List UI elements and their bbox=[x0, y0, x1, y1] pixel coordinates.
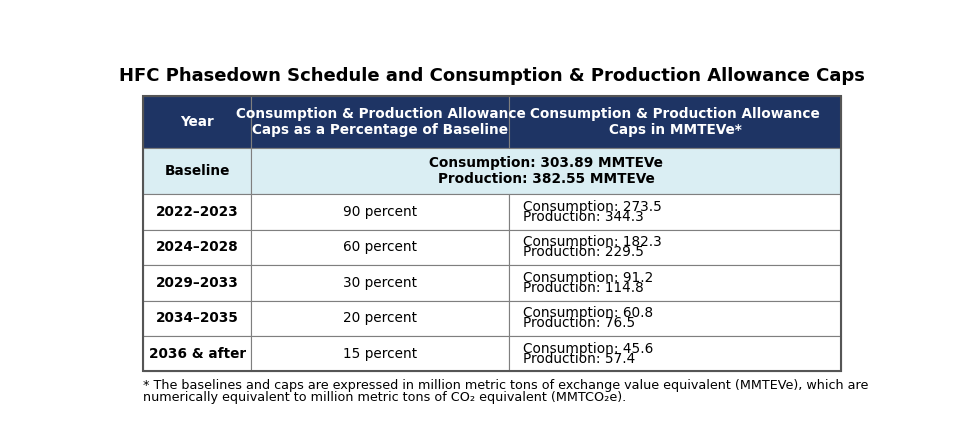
Bar bbox=[252, 300, 510, 336]
Text: Consumption & Production Allowance
Caps as a Percentage of Baseline: Consumption & Production Allowance Caps … bbox=[235, 107, 525, 137]
Bar bbox=[143, 96, 841, 372]
Text: Production: 76.5: Production: 76.5 bbox=[523, 316, 636, 330]
Text: Production: 344.3: Production: 344.3 bbox=[523, 210, 644, 224]
Text: 2029–2033: 2029–2033 bbox=[156, 276, 239, 290]
Text: HFC Phasedown Schedule and Consumption & Production Allowance Caps: HFC Phasedown Schedule and Consumption &… bbox=[119, 67, 865, 85]
Bar bbox=[510, 230, 841, 265]
Bar bbox=[510, 265, 841, 300]
Bar bbox=[143, 96, 252, 148]
Bar bbox=[510, 336, 841, 372]
Text: 2024–2028: 2024–2028 bbox=[156, 240, 239, 255]
Text: Year: Year bbox=[180, 115, 214, 129]
Text: Consumption: 273.5: Consumption: 273.5 bbox=[523, 200, 662, 214]
Text: Consumption: 91.2: Consumption: 91.2 bbox=[523, 271, 654, 285]
Text: 15 percent: 15 percent bbox=[344, 347, 418, 361]
Text: 30 percent: 30 percent bbox=[344, 276, 418, 290]
Text: 20 percent: 20 percent bbox=[344, 312, 418, 325]
Text: numerically equivalent to million metric tons of CO₂ equivalent (MMTCO₂e).: numerically equivalent to million metric… bbox=[143, 392, 627, 405]
Text: * The baselines and caps are expressed in million metric tons of exchange value : * The baselines and caps are expressed i… bbox=[143, 379, 869, 392]
Text: 2022–2023: 2022–2023 bbox=[156, 205, 239, 219]
Text: Consumption: 60.8: Consumption: 60.8 bbox=[523, 306, 654, 320]
Bar bbox=[252, 336, 510, 372]
Bar bbox=[252, 148, 841, 194]
Text: 90 percent: 90 percent bbox=[344, 205, 418, 219]
Bar bbox=[143, 194, 252, 230]
Bar bbox=[143, 148, 252, 194]
Bar bbox=[143, 230, 252, 265]
Bar bbox=[510, 96, 841, 148]
Bar bbox=[143, 336, 252, 372]
Bar bbox=[252, 265, 510, 300]
Bar bbox=[510, 194, 841, 230]
Text: Production: 229.5: Production: 229.5 bbox=[523, 246, 644, 259]
Bar bbox=[252, 230, 510, 265]
Bar bbox=[252, 96, 510, 148]
Bar bbox=[510, 300, 841, 336]
Text: Baseline: Baseline bbox=[164, 164, 230, 178]
Text: Consumption & Production Allowance
Caps in MMTEVe*: Consumption & Production Allowance Caps … bbox=[530, 107, 820, 137]
Bar bbox=[143, 300, 252, 336]
Text: Consumption: 303.89 MMTEVe
Production: 382.55 MMTEVe: Consumption: 303.89 MMTEVe Production: 3… bbox=[429, 156, 663, 186]
Text: Production: 114.8: Production: 114.8 bbox=[523, 281, 644, 295]
Bar bbox=[252, 194, 510, 230]
Text: Consumption: 45.6: Consumption: 45.6 bbox=[523, 342, 654, 356]
Text: Consumption: 182.3: Consumption: 182.3 bbox=[523, 235, 662, 250]
Text: Production: 57.4: Production: 57.4 bbox=[523, 352, 636, 366]
Text: 2034–2035: 2034–2035 bbox=[156, 312, 239, 325]
Text: 2036 & after: 2036 & after bbox=[149, 347, 246, 361]
Text: 60 percent: 60 percent bbox=[344, 240, 418, 255]
Bar bbox=[143, 265, 252, 300]
